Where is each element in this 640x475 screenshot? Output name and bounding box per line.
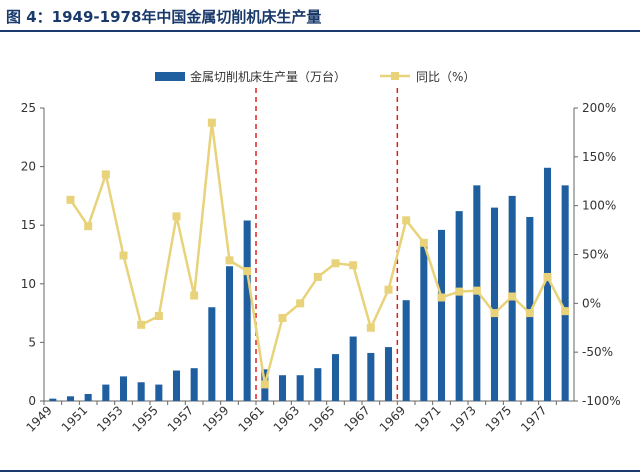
bar xyxy=(84,393,92,401)
x-tick-label: 1953 xyxy=(94,403,125,434)
bar xyxy=(225,266,234,401)
x-tick-label: 1957 xyxy=(165,403,196,434)
legend-line-marker xyxy=(391,72,399,80)
yoy-point xyxy=(384,285,393,294)
x-tick-label: 1955 xyxy=(129,403,160,434)
bar xyxy=(155,384,163,401)
yoy-point xyxy=(419,238,428,247)
bar-series xyxy=(49,167,569,401)
bar xyxy=(543,167,552,401)
bar xyxy=(119,376,128,401)
yoy-point xyxy=(472,286,481,295)
yoy-point xyxy=(543,272,552,281)
bottom-rule xyxy=(0,470,640,472)
bar xyxy=(561,185,569,401)
bar xyxy=(66,396,75,401)
y-left-tick-label: 5 xyxy=(28,335,36,349)
bar xyxy=(402,300,410,401)
bar xyxy=(367,352,375,401)
bar xyxy=(455,211,463,401)
yoy-point xyxy=(561,307,570,316)
bar xyxy=(137,382,145,401)
yoy-point xyxy=(190,291,199,300)
yoy-point xyxy=(455,287,464,296)
y-right-tick-label: 200% xyxy=(582,101,616,115)
yoy-point xyxy=(278,313,287,322)
bar xyxy=(314,368,322,401)
bar xyxy=(243,220,251,401)
yoy-point xyxy=(402,216,411,225)
yoy-point xyxy=(119,251,128,260)
yoy-point xyxy=(66,195,75,204)
period-dividers xyxy=(255,88,399,401)
bar xyxy=(102,384,110,401)
legend-line-label: 同比（%） xyxy=(416,70,475,84)
y-right-tick-label: -100% xyxy=(582,394,621,408)
yoy-point xyxy=(366,323,375,332)
x-tick-label: 1975 xyxy=(483,403,514,434)
bar xyxy=(172,370,181,401)
yoy-point xyxy=(154,312,163,321)
legend-bar-label: 金属切削机床生产量（万台） xyxy=(190,69,346,84)
x-tick-label: 1961 xyxy=(235,403,266,434)
bar xyxy=(420,239,428,401)
y-right-tick-label: -50% xyxy=(582,345,613,359)
y-left-tick-label: 25 xyxy=(21,101,36,115)
x-tick-label: 1951 xyxy=(59,403,90,434)
yoy-point xyxy=(243,267,252,276)
yoy-point xyxy=(490,309,499,318)
yoy-point xyxy=(349,261,358,270)
y-right-tick-label: 150% xyxy=(582,150,616,164)
yoy-point xyxy=(225,256,234,265)
bar xyxy=(437,229,446,401)
yoy-point xyxy=(172,212,181,221)
x-tick-label: 1959 xyxy=(200,403,231,434)
y-left-tick-label: 20 xyxy=(21,160,36,174)
yoy-point xyxy=(260,380,269,389)
yoy-point xyxy=(137,320,146,329)
yoy-point xyxy=(84,222,93,231)
y-left-tick-label: 0 xyxy=(28,394,36,408)
yoy-point xyxy=(296,299,305,308)
y-left-tick-label: 10 xyxy=(21,277,36,291)
figure-title-bar: 图 4：1949-1978年中国金属切削机床生产量 xyxy=(0,0,640,30)
x-tick-label: 1973 xyxy=(447,403,478,434)
title-rule xyxy=(0,30,640,32)
yoy-point xyxy=(331,259,340,268)
x-tick-label: 1967 xyxy=(341,403,372,434)
y-left-tick-label: 15 xyxy=(21,218,36,232)
bar xyxy=(490,207,499,401)
x-tick-label: 1965 xyxy=(306,403,337,434)
bar xyxy=(49,398,57,401)
bar xyxy=(526,216,534,401)
yoy-point xyxy=(101,170,110,179)
bar xyxy=(278,375,287,401)
bar xyxy=(296,375,304,401)
x-tick-label: 1977 xyxy=(518,403,549,434)
yoy-point xyxy=(437,293,446,302)
x-tick-label: 1971 xyxy=(412,403,443,434)
y-right-tick-label: 50% xyxy=(582,248,609,262)
yoy-point xyxy=(313,272,322,281)
yoy-point xyxy=(207,118,216,127)
bar xyxy=(190,368,198,401)
yoy-point xyxy=(508,292,517,301)
figure-title: 图 4：1949-1978年中国金属切削机床生产量 xyxy=(6,8,322,26)
bar xyxy=(208,307,216,401)
y-right-tick-label: 0% xyxy=(582,296,601,310)
y-right-tick-label: 100% xyxy=(582,199,616,213)
bar xyxy=(331,354,340,401)
yoy-point xyxy=(525,309,534,318)
bar xyxy=(384,347,393,401)
line-series xyxy=(66,118,570,389)
legend-bar-swatch xyxy=(155,72,185,81)
x-tick-label: 1969 xyxy=(377,403,408,434)
x-tick-label: 1963 xyxy=(271,403,302,434)
legend: 金属切削机床生产量（万台） 同比（%） xyxy=(155,69,475,84)
bar xyxy=(349,336,357,401)
